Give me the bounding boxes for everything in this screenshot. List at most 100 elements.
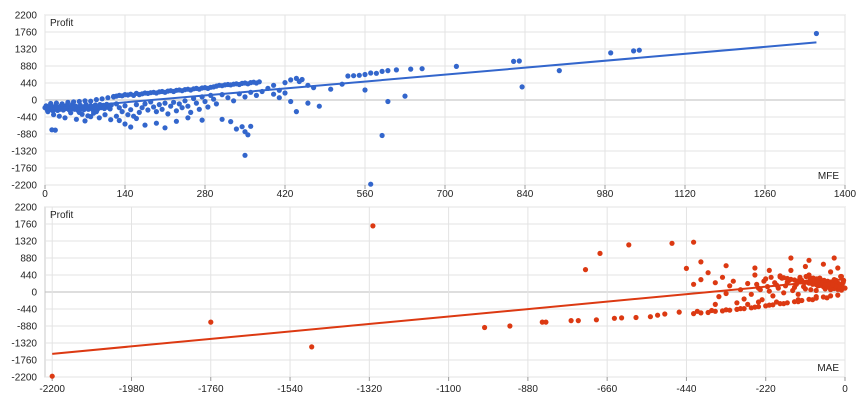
y-tick-label: -1760: [11, 356, 37, 367]
data-point: [582, 267, 589, 273]
data-point: [745, 280, 751, 287]
y-tick-label: 2200: [15, 203, 38, 214]
data-point: [734, 300, 740, 306]
data-point: [182, 98, 188, 104]
x-axis-title: MAE: [817, 363, 839, 374]
data-point: [705, 270, 711, 276]
x-tick-label: 560: [357, 189, 374, 200]
data-point: [179, 105, 185, 111]
data-point: [122, 103, 128, 109]
data-point: [712, 280, 718, 286]
data-point: [752, 304, 758, 310]
data-point: [299, 76, 305, 83]
data-point: [768, 274, 774, 280]
data-point: [370, 223, 376, 229]
y-axis-title: Profit: [50, 210, 74, 221]
data-point: [755, 299, 762, 305]
mae-profit-chart: 2200 1760 1320 880 440 0 -440 -880 -1320 -1760 -22…: [11, 203, 848, 396]
data-point: [276, 95, 282, 101]
data-point: [788, 267, 794, 273]
data-point: [153, 120, 159, 126]
data-point: [808, 287, 814, 293]
x-tick-label: 1400: [834, 189, 857, 200]
data-point: [772, 280, 778, 286]
x-tick-label: 840: [517, 189, 534, 200]
data-point: [575, 318, 581, 324]
data-point: [698, 277, 704, 283]
x-tick-label: 1120: [674, 189, 696, 200]
data-point: [116, 117, 122, 124]
data-point: [723, 307, 729, 313]
data-point: [631, 48, 637, 54]
data-point: [136, 109, 142, 115]
data-point: [199, 117, 205, 123]
data-point: [373, 70, 379, 76]
y-tick-label: -880: [17, 322, 37, 333]
y-tick-label: -1760: [11, 164, 37, 175]
data-point: [741, 296, 747, 302]
data-point: [68, 110, 74, 116]
data-point: [669, 240, 675, 246]
data-point: [741, 306, 747, 312]
data-point: [231, 98, 237, 104]
y-tick-label: 2200: [15, 11, 38, 22]
x-tick-label: -1320: [357, 384, 383, 395]
data-point: [145, 107, 151, 113]
y-tick-label: -2200: [11, 373, 37, 384]
data-point: [309, 344, 315, 350]
data-point: [82, 98, 88, 104]
data-point: [242, 152, 248, 158]
data-point: [368, 181, 374, 187]
data-point: [662, 311, 668, 317]
data-point: [802, 263, 809, 270]
data-point: [156, 102, 162, 108]
data-point: [159, 106, 165, 112]
x-tick-label: -1760: [198, 384, 224, 395]
data-point: [385, 98, 391, 105]
data-point: [539, 319, 545, 325]
data-point: [288, 77, 294, 83]
data-point: [62, 115, 68, 121]
data-point: [691, 281, 697, 287]
data-point: [655, 312, 661, 318]
data-point: [153, 109, 159, 115]
data-point: [510, 58, 517, 64]
data-point: [305, 100, 311, 106]
y-tick-label: -440: [17, 113, 37, 124]
data-point: [213, 101, 219, 107]
mfe-profit-chart: 2200 1760 1320 880 440 0 -440 -880 -1320 -1760 -22…: [11, 11, 856, 201]
data-point: [82, 118, 88, 124]
data-point: [712, 301, 718, 307]
data-point: [788, 255, 794, 261]
y-tick-label: 880: [20, 254, 37, 265]
y-tick-label: 1760: [15, 220, 38, 231]
data-point: [53, 100, 60, 106]
data-point: [385, 68, 391, 74]
data-point: [806, 257, 812, 263]
data-point: [745, 301, 751, 307]
data-point: [626, 242, 632, 248]
data-point: [228, 119, 234, 125]
data-point: [803, 273, 809, 280]
data-point: [716, 294, 722, 300]
data-point: [93, 109, 99, 115]
data-point: [271, 82, 277, 88]
data-point: [162, 100, 168, 106]
x-tick-label: -1980: [119, 384, 145, 395]
data-point: [813, 287, 819, 294]
data-point: [568, 318, 574, 324]
data-point: [393, 67, 399, 73]
data-point: [162, 125, 168, 131]
data-point: [133, 115, 139, 122]
data-point: [813, 294, 819, 300]
data-point: [795, 291, 801, 297]
trendline: [44, 41, 817, 111]
data-point: [507, 323, 513, 329]
data-point: [271, 91, 277, 97]
data-point: [73, 116, 79, 122]
data-point: [719, 274, 726, 280]
data-point: [119, 109, 125, 115]
data-point: [51, 112, 57, 118]
